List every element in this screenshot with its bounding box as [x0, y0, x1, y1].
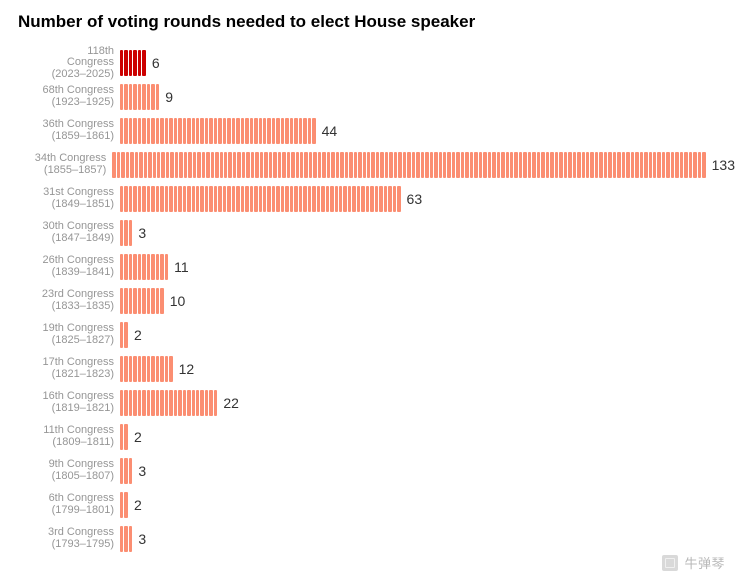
- chart-row: 11th Congress(1809–1811) 2: [18, 420, 735, 454]
- bar-area: 10: [120, 284, 735, 318]
- row-label: 9th Congress(1805–1807): [18, 459, 120, 482]
- chart-row: 3rd Congress(1793–1795) 3: [18, 522, 735, 556]
- bar: [120, 186, 401, 212]
- row-label: 30th Congress(1847–1849): [18, 221, 120, 244]
- bar-value: 2: [134, 497, 142, 513]
- bar: [120, 50, 146, 76]
- bar-area: 133: [112, 148, 735, 182]
- chart-row: 19th Congress(1825–1827) 2: [18, 318, 735, 352]
- bar-area: 3: [120, 216, 735, 250]
- bar-value: 22: [223, 395, 239, 411]
- row-label: 11th Congress(1809–1811): [18, 425, 120, 448]
- watermark-text: 牛弹琴: [684, 553, 725, 572]
- chart-title: Number of voting rounds needed to elect …: [18, 12, 735, 32]
- row-label: 6th Congress(1799–1801): [18, 493, 120, 516]
- chart-row: 30th Congress(1847–1849) 3: [18, 216, 735, 250]
- bar-area: 9: [120, 80, 735, 114]
- bar-area: 63: [120, 182, 735, 216]
- bar-value: 3: [138, 463, 146, 479]
- bar: [120, 288, 164, 314]
- bar-value: 2: [134, 327, 142, 343]
- bar: [120, 356, 173, 382]
- chart-row: 36th Congress(1859–1861) 44: [18, 114, 735, 148]
- chart-row: 26th Congress(1839–1841) 11: [18, 250, 735, 284]
- chart-row: 16th Congress(1819–1821) 22: [18, 386, 735, 420]
- row-label: 36th Congress(1859–1861): [18, 119, 120, 142]
- row-label: 34th Congress(1855–1857): [18, 153, 112, 176]
- bar: [120, 492, 128, 518]
- bar-area: 12: [120, 352, 735, 386]
- bar-area: 3: [120, 454, 735, 488]
- bar: [120, 458, 132, 484]
- bar-area: 11: [120, 250, 735, 284]
- chart-rows: 118thCongress(2023–2025) 6 68th Congress(1…: [18, 46, 735, 556]
- bar-area: 22: [120, 386, 735, 420]
- chart-row: 34th Congress(1855–1857) 133: [18, 148, 735, 182]
- bar-value: 3: [138, 225, 146, 241]
- chart-row: 68th Congress(1923–1925) 9: [18, 80, 735, 114]
- watermark: 牛弹琴: [662, 553, 725, 572]
- bar-value: 44: [322, 123, 338, 139]
- bar: [120, 526, 132, 552]
- chart-row: 9th Congress(1805–1807) 3: [18, 454, 735, 488]
- bar-area: 2: [120, 488, 735, 522]
- chart-row: 17th Congress(1821–1823) 12: [18, 352, 735, 386]
- bar: [120, 322, 128, 348]
- bar-area: 2: [120, 420, 735, 454]
- bar-area: 6: [120, 46, 735, 80]
- row-label: 118thCongress(2023–2025): [18, 46, 120, 81]
- bar: [120, 220, 132, 246]
- bar-value: 63: [407, 191, 423, 207]
- bar-area: 2: [120, 318, 735, 352]
- bar-area: 44: [120, 114, 735, 148]
- bar-value: 3: [138, 531, 146, 547]
- bar: [120, 118, 316, 144]
- wechat-icon: [662, 555, 678, 571]
- row-label: 31st Congress(1849–1851): [18, 187, 120, 210]
- bar: [112, 152, 705, 178]
- row-label: 16th Congress(1819–1821): [18, 391, 120, 414]
- bar-value: 12: [179, 361, 195, 377]
- row-label: 23rd Congress(1833–1835): [18, 289, 120, 312]
- bar-value: 9: [165, 89, 173, 105]
- bar-area: 3: [120, 522, 735, 556]
- row-label: 3rd Congress(1793–1795): [18, 527, 120, 550]
- bar-value: 11: [174, 259, 189, 275]
- bar: [120, 254, 168, 280]
- bar: [120, 424, 128, 450]
- bar: [120, 84, 159, 110]
- chart-row: 31st Congress(1849–1851) 63: [18, 182, 735, 216]
- row-label: 19th Congress(1825–1827): [18, 323, 120, 346]
- chart-row: 6th Congress(1799–1801) 2: [18, 488, 735, 522]
- bar-value: 10: [170, 293, 186, 309]
- row-label: 26th Congress(1839–1841): [18, 255, 120, 278]
- chart-row: 23rd Congress(1833–1835) 10: [18, 284, 735, 318]
- bar-value: 2: [134, 429, 142, 445]
- bar: [120, 390, 217, 416]
- row-label: 68th Congress(1923–1925): [18, 85, 120, 108]
- chart-container: Number of voting rounds needed to elect …: [0, 0, 753, 566]
- bar-value: 133: [712, 157, 735, 173]
- chart-row: 118thCongress(2023–2025) 6: [18, 46, 735, 80]
- row-label: 17th Congress(1821–1823): [18, 357, 120, 380]
- bar-value: 6: [152, 55, 160, 71]
